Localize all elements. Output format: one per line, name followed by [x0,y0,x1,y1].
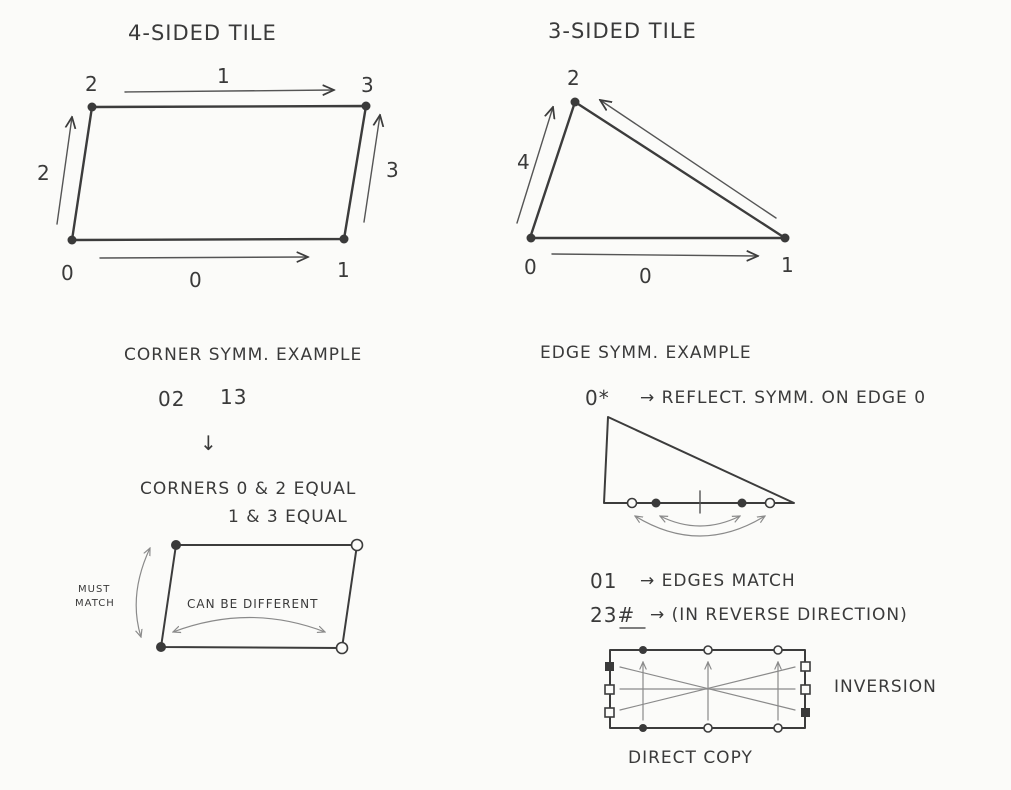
three-corner-dot-0 [526,233,536,243]
four-edge-label-2: 2 [37,161,51,185]
four-edge-arrow-0 [99,257,308,258]
three-edge-arrow-0 [551,254,758,256]
four-edge-label-1: 1 [217,64,231,88]
three-corner-dot-1 [780,233,790,243]
can-be-different-label: CAN BE DIFFERENT [187,597,318,611]
reflect-arrow [635,516,765,537]
three-edge-label-2: 4 [517,150,531,174]
four-edge-label-3: 3 [386,158,400,182]
three-tile-outline [528,100,787,240]
inversion-marker-right-bottom [801,708,810,717]
three-edge-arrow-2 [516,107,553,224]
four-edge-label-0: 0 [189,268,203,292]
row2-text: → (IN REVERSE DIRECTION) [650,605,908,625]
copy-dot-top-mid [703,645,713,655]
four-edge-arrow-2 [56,117,72,225]
edge-symm-title: EDGE SYMM. EXAMPLE [540,343,752,363]
down-arrow-icon: ↓ [200,431,218,455]
corner-equal-line-1: CORNERS 0 & 2 EQUAL [140,479,356,499]
corner-code-a: 02 [158,387,185,411]
corner-equal-line-2: 1 & 3 EQUAL [228,507,348,527]
copy-dot-top-right [773,645,783,655]
four-edge-arrow-1 [124,90,334,92]
inversion-marker-right-mid [800,684,811,695]
four-corner-dot-1 [339,234,349,244]
four-sided-tile: 0 1 2 3 0 1 2 3 [37,64,400,292]
edge-symm-example: 0* → REFLECT. SYMM. ON EDGE 0 01 → EDGES… [585,386,937,768]
must-match-arrow [136,548,150,637]
four-corner-label-2: 2 [85,72,99,96]
corner-hollow-dot-bottom [335,641,349,655]
four-tile-outline [70,104,368,242]
three-edge-arrow-4 [600,100,777,219]
row1-code: 01 [590,569,617,593]
three-corner-label-0: 0 [524,255,538,279]
reflect-filled-dot-right [737,498,747,508]
three-corner-label-2: 2 [567,66,581,90]
three-edge-label-0: 0 [639,264,653,288]
copy-dot-bottom-mid [703,723,713,733]
reflect-text: → REFLECT. SYMM. ON EDGE 0 [640,388,926,408]
three-corner-dot-2 [570,97,580,107]
inversion-marker-right-top [800,661,811,672]
three-sided-tile: 0 1 2 0 4 [516,66,795,288]
corner-code-b: 13 [220,385,247,409]
corner-symm-example: 02 13 ↓ CORNERS 0 & 2 EQUAL 1 & 3 EQUAL … [75,385,364,655]
four-sided-title: 4-SIDED TILE [128,21,277,45]
inversion-marker-left-bottom [604,707,615,718]
four-edge-arrow-3 [363,115,380,223]
inversion-label: INVERSION [834,677,937,697]
three-corner-label-1: 1 [781,253,795,277]
must-match-label-1: MUST [78,584,110,595]
inversion-marker-left-top [605,662,614,671]
copy-dot-bottom-left [639,724,647,732]
three-sided-title: 3-SIDED TILE [548,19,697,43]
four-corner-dot-2 [87,102,97,112]
reflect-triangle [603,416,795,504]
copy-dot-top-left [639,646,647,654]
reflect-hollow-dot-left [626,497,638,509]
reflect-inner-arrow [660,516,740,527]
inversion-marker-left-mid [604,684,615,695]
must-match-label-2: MATCH [75,598,115,609]
row1-text: → EDGES MATCH [640,571,796,591]
four-corner-label-0: 0 [61,261,75,285]
corner-filled-dot-top [171,540,181,550]
direct-copy-label: DIRECT COPY [628,748,753,768]
copy-dot-bottom-right [773,723,783,733]
four-corner-dot-3 [361,101,371,111]
corner-symm-title: CORNER SYMM. EXAMPLE [124,345,362,365]
four-corner-dot-0 [67,235,77,245]
corner-filled-dot-bottom [156,642,166,652]
four-corner-label-1: 1 [337,258,351,282]
four-corner-label-3: 3 [361,73,375,97]
corner-hollow-dot-top [350,538,364,552]
reflect-filled-dot-left [651,498,661,508]
row2-code: 23# [590,603,635,627]
edge-code: 0* [585,386,610,410]
can-be-different-arrow [173,616,325,633]
reflect-hollow-dot-right [764,497,776,509]
